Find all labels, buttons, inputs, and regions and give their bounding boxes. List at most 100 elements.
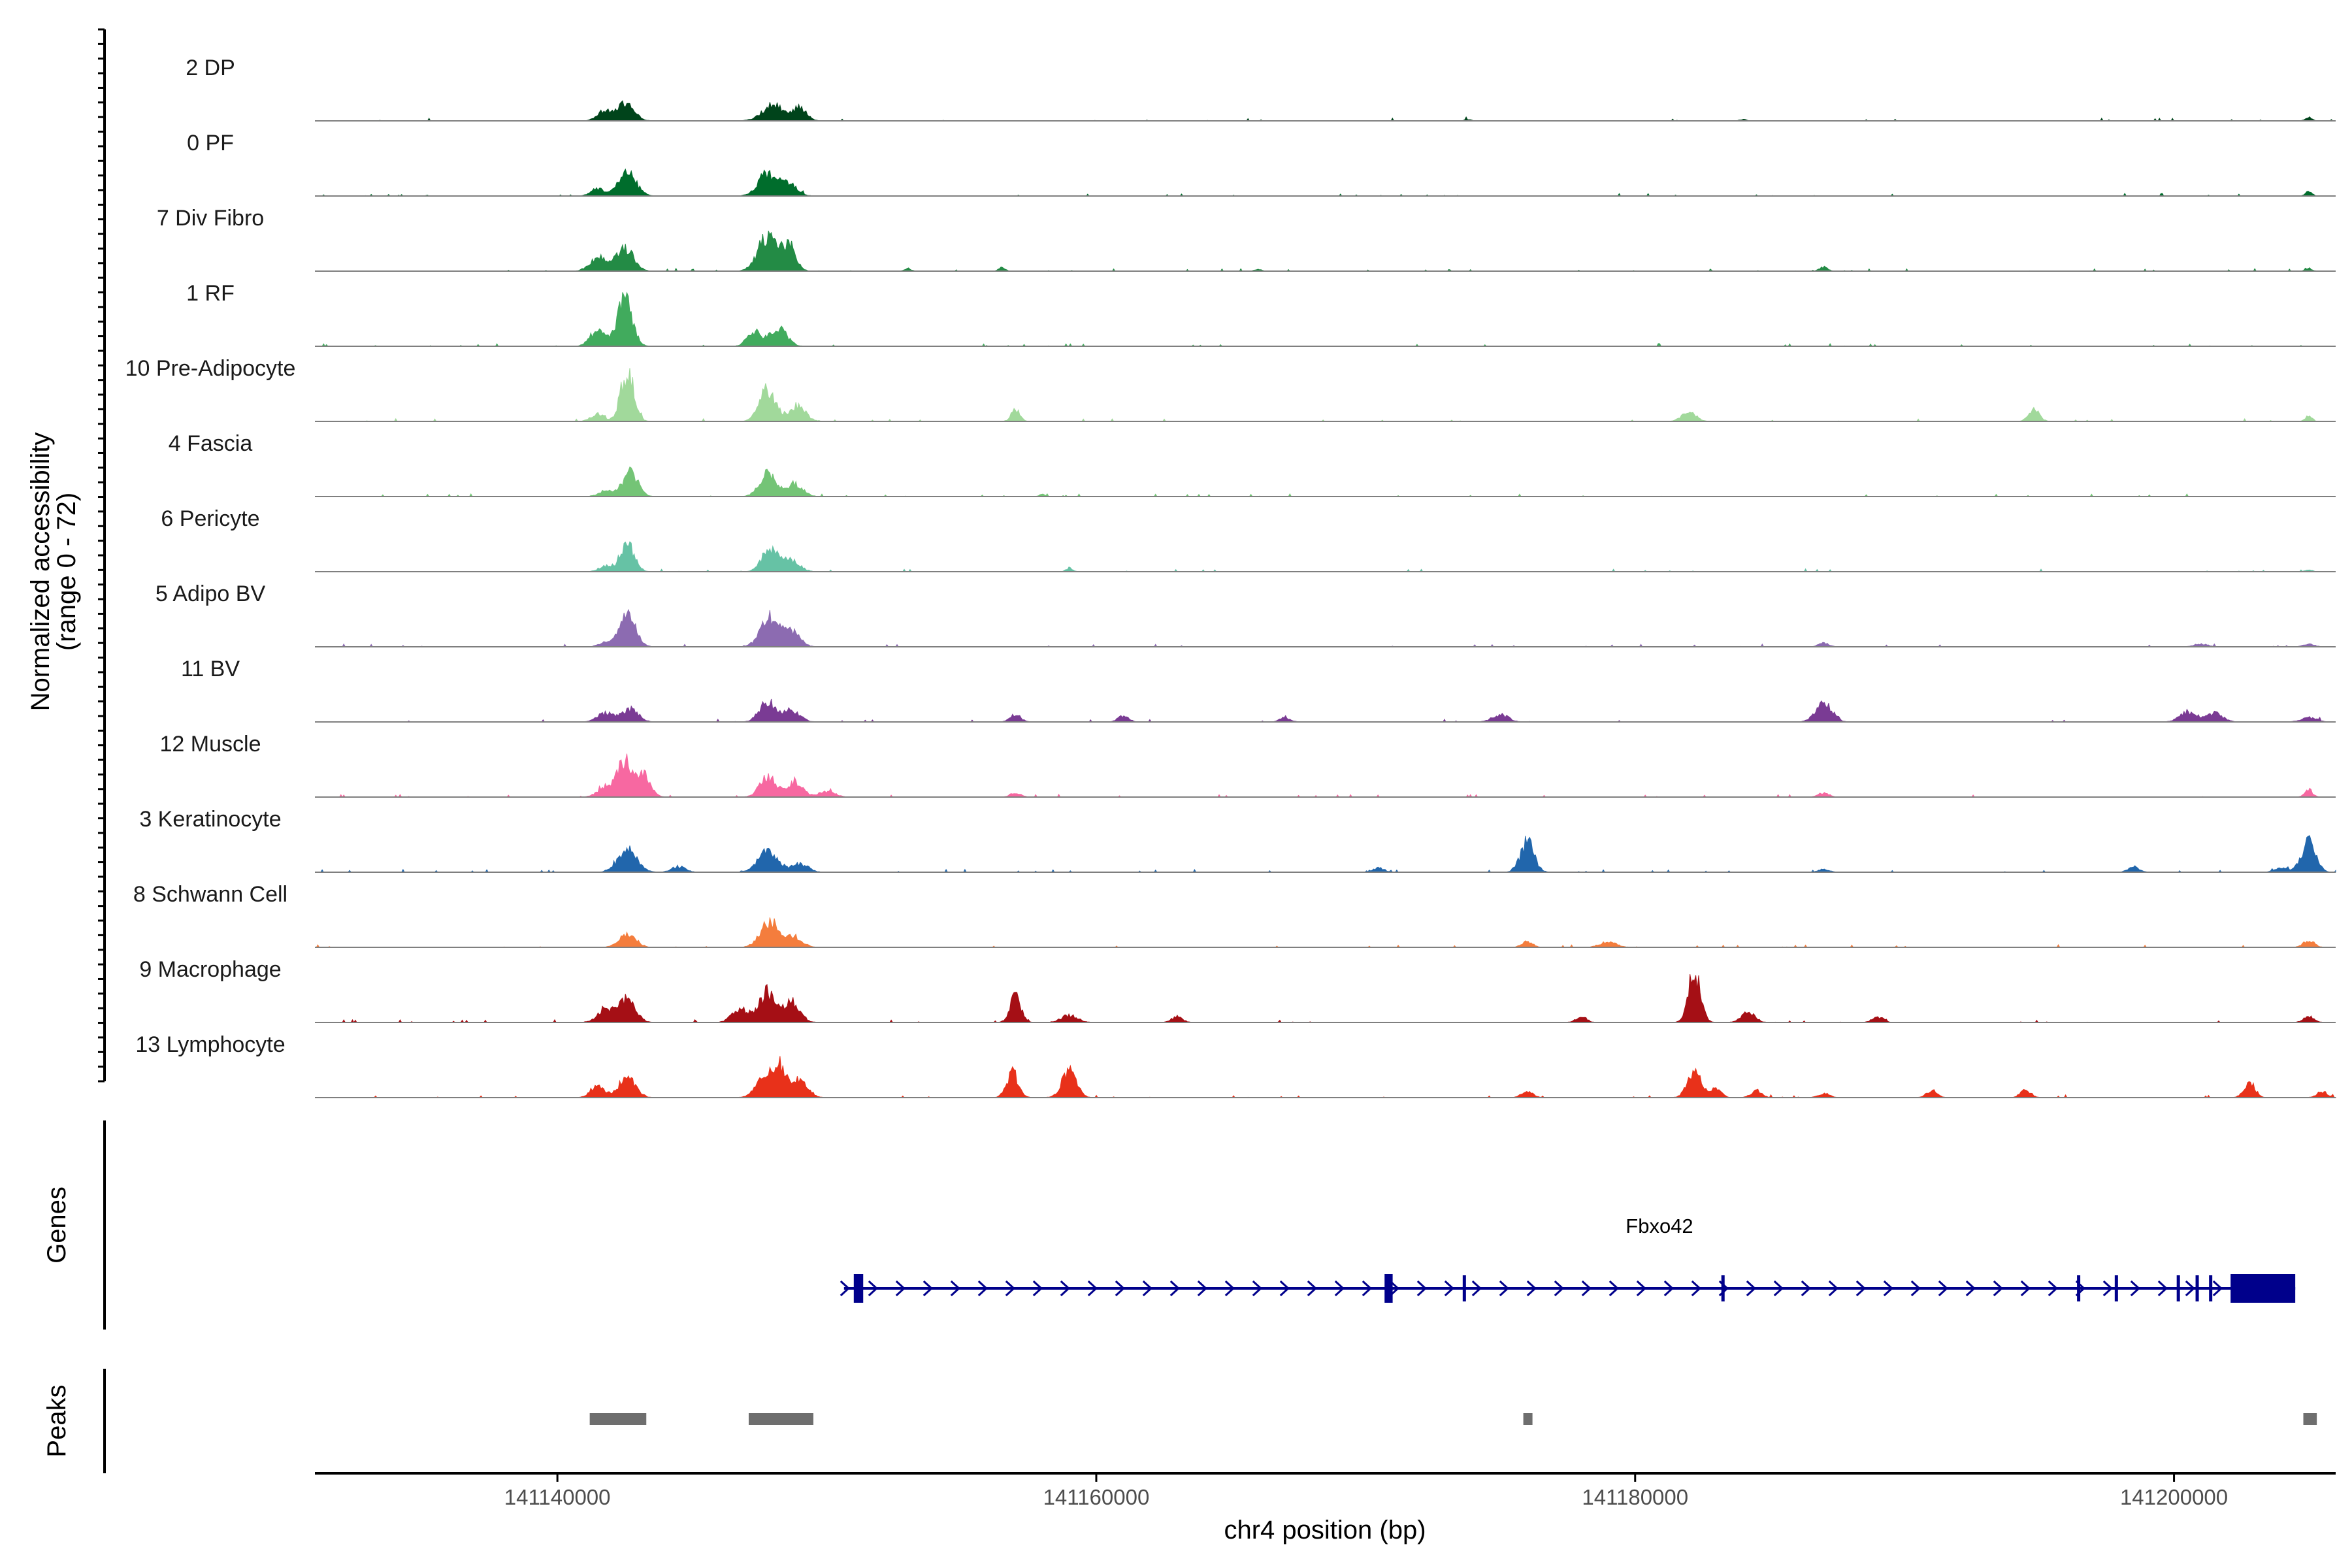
track: 4 Fascia [169, 431, 2336, 497]
track-signal-area [315, 231, 2336, 272]
strand-chevron [1609, 1280, 1620, 1297]
strand-chevron [977, 1280, 988, 1297]
peak-bars [589, 1413, 2317, 1425]
strand-chevron [840, 1280, 851, 1297]
track-signal-area [315, 1056, 2336, 1098]
gene-exon [2209, 1275, 2213, 1301]
strand-chevron [1142, 1280, 1153, 1297]
track: 5 Adipo BV [155, 581, 2336, 647]
strand-chevron [1965, 1280, 1976, 1297]
genes-panel-title: Genes [42, 1186, 71, 1264]
peak-region [748, 1413, 813, 1425]
strand-chevron [1444, 1280, 1455, 1297]
track: 8 Schwann Cell [133, 882, 2336, 948]
gene-exon [2077, 1275, 2081, 1301]
track-label: 4 Fascia [169, 431, 253, 456]
gene-exon [2195, 1275, 2199, 1301]
strand-chevron [1773, 1280, 1784, 1297]
strand-chevron [1883, 1280, 1894, 1297]
gene-model: Fbxo42 [840, 1215, 2296, 1303]
gene-models: Fbxo42 [840, 1215, 2296, 1303]
track: 9 Macrophage [139, 957, 2336, 1023]
y-axis-range: (range 0 - 72) [52, 493, 81, 651]
track-label: 11 BV [181, 657, 240, 681]
track-signal-area [315, 168, 2336, 197]
track: 6 Pericyte [161, 506, 2336, 572]
track-signal-area [315, 835, 2336, 873]
gene-exon [1462, 1275, 1466, 1301]
strand-chevron [1115, 1280, 1126, 1297]
track-signal-area [315, 917, 2336, 948]
strand-chevron [1636, 1280, 1647, 1297]
track-label: 9 Macrophage [139, 957, 281, 982]
strand-chevron [1801, 1280, 1812, 1297]
strand-chevron [1307, 1280, 1318, 1297]
track: 3 Keratinocyte [139, 807, 2336, 873]
track-label: 0 PF [187, 131, 234, 155]
strand-chevron [1581, 1280, 1592, 1297]
track-label: 13 Lymphocyte [135, 1032, 285, 1057]
track: 13 Lymphocyte [135, 1032, 2336, 1098]
strand-chevron [1252, 1280, 1263, 1297]
y-axis-title: Normalized accessibility [26, 433, 55, 711]
strand-chevron [1169, 1280, 1181, 1297]
strand-chevron [2102, 1280, 2114, 1297]
strand-chevron [1938, 1280, 1949, 1297]
strand-chevron [1197, 1280, 1208, 1297]
x-tick-label: 141180000 [1582, 1485, 1688, 1509]
track-signal-area [315, 100, 2336, 122]
track: 0 PF [187, 131, 2336, 197]
x-tick-label: 141160000 [1043, 1485, 1150, 1509]
track: 7 Div Fibro [157, 206, 2336, 272]
strand-chevron [1224, 1280, 1235, 1297]
peak-region [2303, 1413, 2317, 1425]
strand-chevron [1691, 1280, 1702, 1297]
strand-chevron [1746, 1280, 1757, 1297]
peaks-panel-title: Peaks [42, 1384, 71, 1457]
track-signal-area [315, 698, 2336, 723]
strand-chevron [1060, 1280, 1071, 1297]
track-label: 3 Keratinocyte [139, 807, 281, 832]
strand-chevron [1362, 1280, 1373, 1297]
strand-chevron [1389, 1280, 1400, 1297]
strand-chevron [1855, 1280, 1867, 1297]
strand-chevron [2130, 1280, 2141, 1297]
strand-chevron [895, 1280, 906, 1297]
strand-chevron [1828, 1280, 1839, 1297]
strand-chevron [2048, 1280, 2059, 1297]
track-signal-area [315, 541, 2336, 572]
track-signal-area [315, 974, 2336, 1023]
strand-chevron [1087, 1280, 1098, 1297]
track-label: 1 RF [186, 281, 235, 306]
track: 12 Muscle [160, 732, 2336, 798]
track-label: 2 DP [186, 56, 235, 80]
track: 11 BV [181, 657, 2336, 723]
track: 10 Pre-Adipocyte [125, 356, 2336, 422]
track: 2 DP [186, 56, 2336, 122]
gene-exon [2176, 1275, 2180, 1301]
strand-chevron [1005, 1280, 1016, 1297]
accessibility-tracks: 2 DP 0 PF 7 Div Fibro 1 RF 10 Pre-Adipocyte 4… [125, 56, 2336, 1098]
track-label: 8 Schwann Cell [133, 882, 287, 907]
y-axis [98, 28, 106, 1083]
gene-exon [1721, 1275, 1725, 1301]
x-axis-title: chr4 position (bp) [1224, 1516, 1426, 1544]
strand-chevron [1279, 1280, 1290, 1297]
peak-region [1523, 1413, 1533, 1425]
gene-exon [1384, 1274, 1393, 1303]
track-label: 6 Pericyte [161, 506, 259, 531]
genes-panel: Genes Fbxo42 [42, 1120, 2296, 1330]
strand-chevron [1526, 1280, 1537, 1297]
strand-chevron [1032, 1280, 1043, 1297]
strand-chevron [1993, 1280, 2004, 1297]
strand-chevron [1663, 1280, 1674, 1297]
strand-chevron [1910, 1280, 1921, 1297]
strand-chevron [950, 1280, 961, 1297]
strand-chevron [2020, 1280, 2031, 1297]
track: 1 RF [186, 281, 2336, 347]
strand-chevron [923, 1280, 934, 1297]
gene-exon [853, 1274, 864, 1303]
strand-chevron [1416, 1280, 1428, 1297]
gene-exon [2114, 1275, 2118, 1301]
strand-chevron [2157, 1280, 2168, 1297]
